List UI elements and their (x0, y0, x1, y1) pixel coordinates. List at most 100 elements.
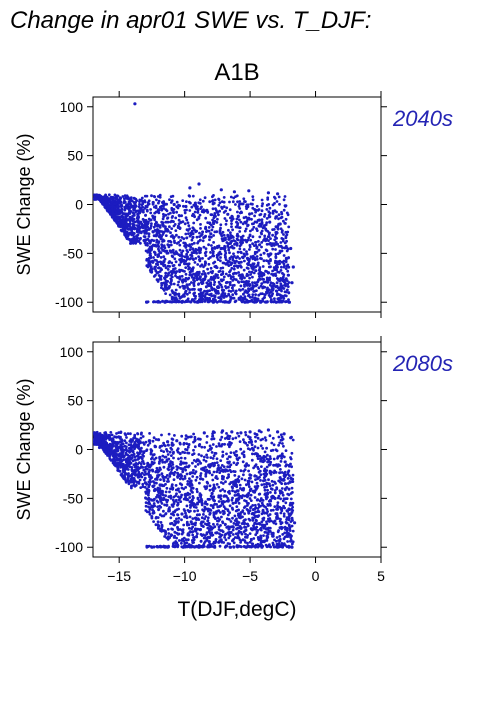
scatter-point (238, 200, 242, 203)
scatter-point (183, 287, 186, 290)
scatter-point (238, 202, 241, 206)
scatter-point (107, 193, 111, 197)
scatter-point (147, 260, 151, 263)
scatter-point (255, 204, 259, 208)
scatter-point (178, 268, 181, 272)
scatter-point (138, 206, 142, 210)
scatter-point (164, 229, 167, 233)
scatter-point (228, 251, 231, 255)
scatter-point (277, 297, 281, 300)
scatter-point (153, 215, 157, 219)
scatter-point (161, 300, 164, 303)
scatter-point (125, 206, 129, 210)
scatter-point (248, 243, 252, 247)
scatter-point (236, 532, 240, 535)
scatter-point (263, 488, 267, 492)
scatter-point (205, 441, 209, 444)
scatter-point (143, 194, 147, 198)
scatter-point (186, 250, 190, 254)
scatter-point (222, 465, 226, 469)
scatter-point (184, 511, 187, 515)
scatter-point (242, 197, 246, 201)
scatter-point (104, 198, 108, 202)
scatter-point (221, 521, 225, 525)
scatter-point (153, 244, 157, 248)
scatter-point (282, 254, 286, 257)
scatter-point (169, 281, 172, 285)
scatter-point (162, 509, 165, 513)
scatter-point (180, 541, 183, 545)
scatter-point (138, 209, 141, 213)
scatter-point (174, 520, 178, 524)
scatter-point (190, 539, 194, 542)
scatter-point (222, 233, 226, 237)
scatter-point (254, 478, 257, 481)
scatter-point (251, 293, 255, 296)
scatter-point (164, 225, 167, 229)
scatter-point (155, 198, 158, 202)
scatter-point (119, 431, 123, 434)
scatter-point (176, 532, 180, 536)
scatter-point (200, 516, 204, 520)
scatter-point (289, 538, 293, 542)
scatter-point (178, 482, 182, 486)
scatter-point (191, 194, 195, 198)
scatter-point (103, 205, 107, 209)
scatter-point (177, 516, 181, 520)
scatter-point (276, 224, 280, 228)
scatter-point (252, 225, 256, 229)
scatter-point (148, 432, 152, 435)
scatter-point (182, 204, 185, 208)
x-tick-label: 0 (312, 568, 320, 584)
scatter-point (187, 526, 191, 530)
scatter-point (147, 485, 151, 489)
scatter-point (152, 256, 155, 259)
scatter-point (180, 300, 184, 304)
scatter-point (223, 244, 227, 248)
scatter-point (265, 217, 269, 220)
scatter-point (265, 203, 269, 207)
scatter-point (207, 470, 211, 474)
scatter-point (95, 435, 98, 439)
scatter-point (166, 527, 170, 531)
scatter-point (250, 443, 254, 447)
scatter-point (219, 438, 222, 442)
scatter-point (122, 455, 126, 459)
scatter-point (283, 283, 287, 287)
scatter-point (279, 468, 282, 471)
scatter-point (151, 498, 155, 502)
scatter-point (124, 231, 128, 235)
scatter-point (241, 280, 245, 284)
scatter-point (119, 461, 123, 465)
scatter-point (239, 241, 242, 244)
scatter-point (153, 205, 156, 209)
scatter-point (156, 260, 160, 264)
scatter-point (128, 455, 132, 459)
scatter-point (133, 102, 137, 106)
scatter-point (276, 530, 280, 534)
scatter-point (259, 284, 263, 288)
scatter-point (232, 537, 236, 541)
scatter-point (274, 255, 278, 258)
scatter-point (236, 526, 240, 530)
scatter-point (134, 458, 137, 462)
scatter-point (161, 238, 165, 242)
scatter-point (258, 266, 262, 269)
scatter-point (252, 447, 255, 451)
scatter-point (244, 431, 247, 434)
scatter-point (159, 224, 162, 228)
scatter-point (159, 478, 162, 481)
scatter-point (175, 276, 179, 279)
scatter-point (201, 230, 204, 234)
scatter-point (255, 519, 258, 523)
scatter-point (197, 444, 201, 448)
scatter-point (196, 513, 199, 517)
scatter-point (168, 198, 171, 202)
scatter-point (267, 265, 271, 269)
scatter-point (221, 300, 225, 304)
scatter-point (129, 196, 133, 200)
scatter-point (289, 492, 293, 495)
scatter-point (201, 257, 204, 260)
scatter-point (212, 542, 215, 545)
